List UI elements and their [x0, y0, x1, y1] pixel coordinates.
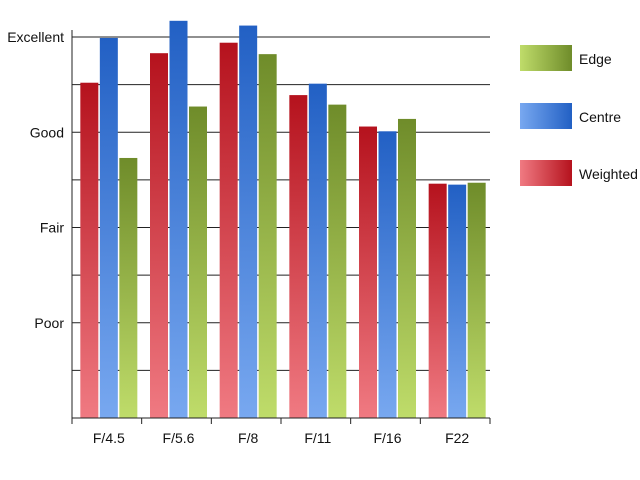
x-tick-label: F/5.6: [163, 430, 195, 446]
bar-weighted-4: [359, 126, 377, 418]
legend-label-weighted: Weighted: [579, 166, 638, 182]
y-tick-label: Poor: [34, 315, 64, 331]
y-tick-label: Good: [30, 124, 64, 140]
x-tick-label: F/11: [304, 430, 331, 446]
bar-weighted-2: [219, 42, 238, 419]
x-tick-label: F/4.5: [93, 430, 125, 446]
legend-label-edge: Edge: [579, 51, 612, 67]
bar-centre-2: [239, 25, 258, 418]
gridlines: [72, 36, 490, 371]
bar-edge-2: [258, 54, 277, 419]
bars: [80, 20, 486, 419]
bar-edge-3: [328, 104, 347, 418]
y-tick-labels: Poor Fair Good Excellent: [7, 29, 64, 331]
x-tick-labels: F/4.5 F/5.6 F/8 F/11 F/16 F22: [93, 430, 470, 446]
bar-edge-5: [467, 182, 486, 418]
bar-weighted-0: [80, 82, 99, 418]
y-tick-label: Excellent: [7, 29, 64, 45]
x-tick-label: F22: [445, 430, 469, 446]
x-tick-label: F/8: [238, 430, 258, 446]
bar-edge-0: [119, 157, 138, 418]
bar-weighted-3: [289, 95, 308, 418]
bar-edge-4: [398, 118, 416, 418]
legend-swatch-centre: [520, 103, 572, 129]
bar-centre-1: [169, 20, 188, 419]
bar-centre-4: [378, 131, 397, 419]
legend-swatch-edge: [520, 45, 572, 71]
bar-edge-1: [189, 106, 207, 418]
legend-label-centre: Centre: [579, 109, 621, 125]
axes: [71, 30, 491, 424]
legend: Edge Centre Weighted: [520, 45, 638, 186]
y-tick-label: Fair: [40, 220, 64, 236]
legend-swatch-weighted: [520, 160, 572, 186]
bar-weighted-1: [150, 53, 168, 418]
x-tick-label: F/16: [373, 430, 401, 446]
bar-weighted-5: [428, 183, 447, 418]
bar-centre-0: [99, 37, 118, 418]
bar-centre-3: [308, 83, 327, 419]
bar-centre-5: [448, 184, 467, 418]
